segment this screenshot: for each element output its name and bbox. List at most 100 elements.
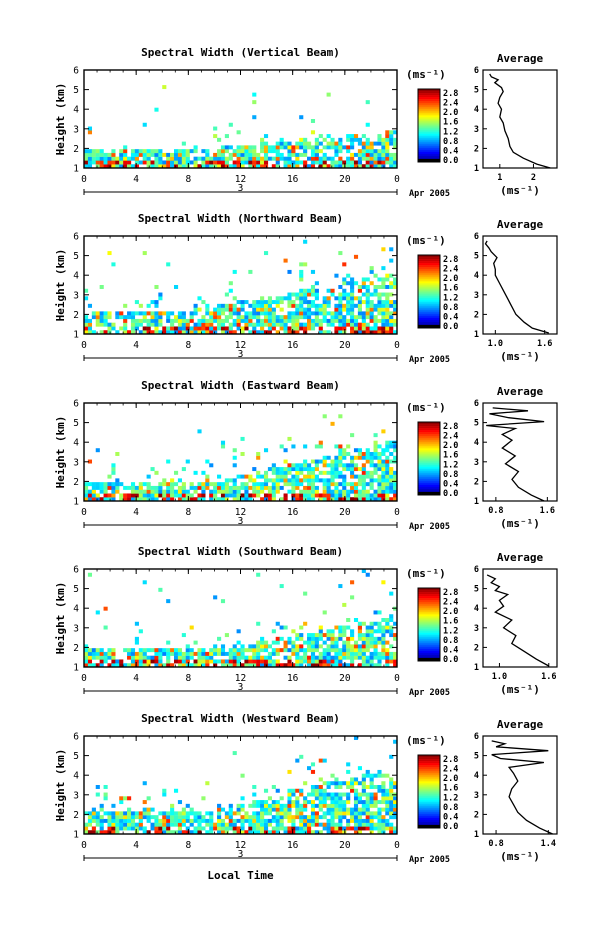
heatmap-cell	[318, 134, 323, 139]
heatmap-cell	[260, 818, 265, 823]
heatmap-cell	[381, 322, 386, 327]
heatmap-cell	[279, 315, 284, 320]
heatmap-cell	[385, 788, 390, 793]
heatmap-cell	[365, 811, 370, 816]
colorbar-segment	[418, 787, 440, 790]
heatmap-cell	[369, 326, 374, 331]
heatmap-cell	[385, 478, 390, 483]
heatmap-cell	[236, 322, 241, 327]
heatmap-cell	[185, 459, 190, 464]
heatmap-cell	[185, 149, 190, 154]
heatmap-cell	[342, 262, 347, 267]
heatmap-cell	[220, 149, 226, 154]
heatmap-cell	[303, 591, 308, 596]
heatmap-cell	[365, 663, 370, 668]
heatmap-cell	[322, 156, 327, 161]
heatmap-cell	[318, 497, 323, 502]
heatmap-cell	[342, 781, 347, 786]
heatmap-cell	[154, 489, 159, 494]
heatmap-cell	[291, 803, 296, 808]
heatmap-cell	[357, 796, 362, 801]
heatmap-cell	[263, 330, 269, 335]
heatmap-cell	[205, 311, 210, 316]
heatmap-cell	[357, 482, 362, 487]
heatmap-cell	[127, 811, 132, 816]
heatmap-cell	[119, 811, 124, 816]
heatmap-cell	[252, 156, 257, 161]
heatmap-cell	[326, 463, 331, 468]
heatmap-cell	[287, 807, 292, 812]
heatmap-cell	[142, 815, 147, 820]
heatmap-cell	[314, 633, 319, 638]
heatmap-cell	[283, 322, 288, 327]
heatmap-cell	[111, 815, 116, 820]
heatmap-cell	[138, 826, 143, 831]
heatmap-cell	[127, 807, 132, 812]
heatmap-cell	[271, 307, 276, 312]
colorbar-segment	[418, 789, 440, 792]
heatmap-cell	[299, 478, 304, 483]
heatmap-cell	[263, 303, 269, 308]
average-line	[489, 73, 551, 169]
heatmap-cell	[173, 651, 179, 656]
colorbar-segment	[418, 470, 440, 473]
panel-title: Spectral Width (Eastward Beam)	[141, 379, 340, 392]
average-frame	[482, 235, 558, 335]
heatmap-cell	[263, 474, 269, 479]
heatmap-cell	[373, 160, 378, 165]
heatmap-cell	[166, 160, 171, 165]
heatmap-cell	[275, 663, 280, 668]
heatmap-cell	[283, 467, 288, 472]
heatmap-cell	[353, 455, 359, 460]
heatmap-cell	[267, 663, 272, 668]
colorbar-segment	[418, 634, 440, 637]
heatmap-cell	[217, 149, 222, 154]
heatmap-cell	[275, 300, 280, 305]
heatmap-cell	[275, 651, 280, 656]
heatmap-cell	[299, 815, 304, 820]
heatmap-cell	[181, 497, 186, 502]
heatmap-cell	[185, 318, 190, 323]
colorbar-segment	[418, 622, 440, 625]
heatmap-cell	[389, 315, 394, 320]
heatmap-cell	[119, 800, 124, 805]
heatmap-cell	[393, 659, 398, 664]
heatmap-cell	[240, 803, 245, 808]
heatmap-cell	[287, 482, 292, 487]
heatmap-cell	[240, 818, 245, 823]
heatmap-cell	[381, 326, 386, 331]
heatmap-cell	[197, 659, 202, 664]
heatmap-cell	[279, 826, 284, 831]
heatmap-cell	[303, 781, 308, 786]
heatmap-cell	[84, 288, 89, 293]
heatmap-cell	[213, 822, 218, 827]
heatmap-cell	[307, 633, 312, 638]
colorbar-segment	[418, 811, 440, 815]
average-x-tick-label: 1.6	[540, 506, 555, 516]
heatmap-cell	[260, 655, 265, 660]
heatmap-cell	[267, 651, 272, 656]
heatmap-cell	[201, 326, 206, 331]
heatmap-cell	[338, 826, 343, 831]
heatmap-cell	[87, 651, 93, 656]
heatmap-cell	[357, 164, 362, 169]
heatmap-cell	[158, 826, 163, 831]
heatmap-cell	[373, 497, 378, 502]
heatmap-cell	[365, 330, 370, 335]
heatmap-cell	[389, 470, 394, 475]
heatmap-cell	[310, 811, 316, 816]
heatmap-cell	[170, 830, 175, 835]
heatmap-cell	[260, 296, 265, 301]
heatmap-cell	[162, 326, 167, 331]
heatmap-cell	[303, 659, 308, 664]
heatmap-cell	[381, 826, 386, 831]
heatmap-cell	[263, 160, 269, 165]
heatmap-cell	[291, 815, 296, 820]
heatmap-cell	[283, 640, 288, 645]
heatmap-cell	[291, 493, 296, 498]
heatmap-cell	[385, 303, 390, 308]
heatmap-cell	[381, 247, 386, 252]
heatmap-cell	[299, 792, 304, 797]
heatmap-cell	[232, 655, 237, 660]
heatmap-cell	[236, 807, 241, 812]
